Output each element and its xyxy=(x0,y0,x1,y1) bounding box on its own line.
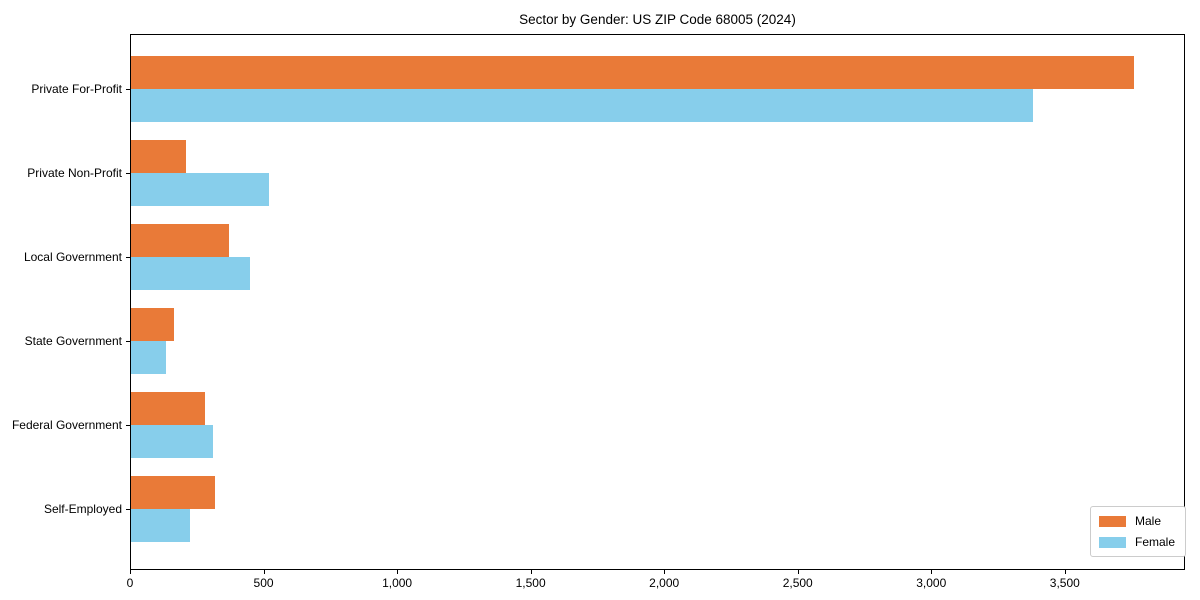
legend-swatch-female xyxy=(1099,536,1126,548)
legend-entry-female: Female xyxy=(1099,535,1175,549)
x-tick-label-1-500: 1,500 xyxy=(515,576,546,590)
y-tick-mark xyxy=(126,341,130,342)
bar-female-private-non-profit xyxy=(131,173,269,206)
y-tick-mark xyxy=(126,425,130,426)
bar-male-self-employed xyxy=(131,476,216,509)
x-tick-mark xyxy=(130,570,131,574)
x-tick-label-500: 500 xyxy=(253,576,274,590)
legend-label-male: Male xyxy=(1135,514,1162,528)
y-axis-label-federal-government: Federal Government xyxy=(11,418,122,432)
y-tick-mark xyxy=(126,509,130,510)
plot-area xyxy=(130,34,1185,570)
x-tick-mark xyxy=(797,570,799,574)
x-tick-mark xyxy=(931,570,933,574)
bar-female-private-for-profit xyxy=(131,89,1033,122)
legend: Male Female xyxy=(1090,506,1187,557)
bar-male-private-for-profit xyxy=(131,56,1135,89)
x-tick-mark xyxy=(530,570,532,574)
x-tick-mark xyxy=(397,570,399,574)
x-tick-label-1-000: 1,000 xyxy=(382,576,413,590)
y-axis-label-self-employed: Self-Employed xyxy=(43,502,122,516)
y-tick-mark xyxy=(126,257,130,258)
y-tick-mark xyxy=(126,89,130,90)
legend-swatch-male xyxy=(1099,515,1126,527)
x-tick-mark xyxy=(263,570,265,574)
bar-male-state-government xyxy=(131,308,175,341)
bar-female-self-employed xyxy=(131,509,191,542)
x-tick-label-3-000: 3,000 xyxy=(916,576,947,590)
x-tick-mark xyxy=(1064,570,1066,574)
x-tick-label-3-500: 3,500 xyxy=(1049,576,1080,590)
y-tick-mark xyxy=(126,173,130,174)
x-tick-label-0: 0 xyxy=(126,576,134,590)
x-tick-label-2-000: 2,000 xyxy=(649,576,680,590)
y-axis-label-local-government: Local Government xyxy=(23,250,122,264)
bar-female-state-government xyxy=(131,341,167,374)
y-axis-label-state-government: State Government xyxy=(24,334,122,348)
bar-female-federal-government xyxy=(131,425,213,458)
y-axis-label-private-non-profit: Private Non-Profit xyxy=(27,166,122,180)
legend-entry-male: Male xyxy=(1099,514,1175,528)
bar-male-local-government xyxy=(131,224,229,257)
legend-label-female: Female xyxy=(1135,535,1176,549)
bar-male-private-non-profit xyxy=(131,140,187,173)
bar-female-local-government xyxy=(131,257,251,290)
bar-male-federal-government xyxy=(131,392,205,425)
x-tick-mark xyxy=(664,570,666,574)
chart-title: Sector by Gender: US ZIP Code 68005 (202… xyxy=(519,12,796,27)
x-tick-label-2-500: 2,500 xyxy=(782,576,813,590)
y-axis-label-private-for-profit: Private For-Profit xyxy=(31,82,122,96)
